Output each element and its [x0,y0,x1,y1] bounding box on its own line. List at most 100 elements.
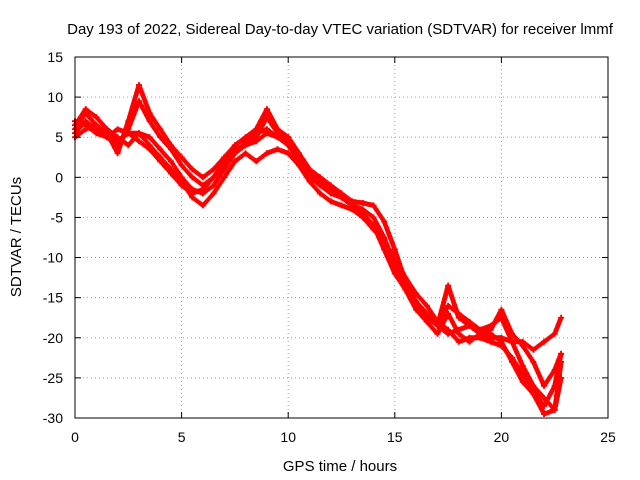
data-point [135,98,142,105]
data-point [359,200,366,207]
data-point [530,358,537,365]
y-tick-label: -30 [43,410,63,426]
data-point [178,162,185,169]
data-point [199,174,206,181]
data-point [558,374,565,381]
data-point [242,150,249,157]
data-point [221,166,228,173]
y-tick-label: -10 [43,250,63,266]
data-point [423,302,430,309]
data-point [135,130,142,137]
data-point [189,166,196,173]
data-point [306,166,313,173]
data-point [114,134,121,141]
data-point [135,82,142,89]
data-point [167,158,174,165]
data-point [103,130,110,137]
data-point [530,390,537,397]
data-point [285,150,292,157]
data-point [519,342,526,349]
data-point [189,174,196,181]
data-point [402,286,409,293]
y-axis-label: SDTVAR / TECUs [8,177,25,297]
data-point [178,174,185,181]
data-point [455,330,462,337]
data-point [391,266,398,273]
data-point [509,358,516,365]
data-point [263,150,270,157]
data-point [93,114,100,121]
data-point [498,338,505,345]
data-point [82,118,89,125]
data-point [455,314,462,321]
data-point [146,142,153,149]
data-point [338,202,345,209]
data-point [146,134,153,141]
data-point [519,378,526,385]
data-point [558,350,565,357]
y-tick-label: 5 [55,129,63,145]
data-point [349,202,356,209]
data-point [530,346,537,353]
y-tick-label: -25 [43,370,63,386]
data-point [381,218,388,225]
data-point [114,150,121,157]
y-tick-label: -5 [51,209,64,225]
x-tick-label: 25 [600,429,616,445]
data-point [167,166,174,173]
data-point [274,146,281,153]
data-point [434,330,441,337]
data-point [157,154,164,161]
data-point [558,314,565,321]
data-point [498,306,505,313]
data-point [221,174,228,181]
data-point [541,382,548,389]
data-point [317,178,324,185]
data-point [509,338,516,345]
data-point [413,306,420,313]
y-tick-label: 0 [55,169,63,185]
data-point [210,182,217,189]
data-point [285,134,292,141]
data-point [263,126,270,133]
data-point [146,110,153,117]
data-point [551,366,558,373]
data-point [231,142,238,149]
data-point [466,338,473,345]
data-point [242,142,249,149]
data-point [199,190,206,197]
data-point [295,150,302,157]
x-tick-label: 10 [280,429,296,445]
data-point [466,322,473,329]
data-point [413,290,420,297]
y-tick-label: -20 [43,330,63,346]
data-point [157,134,164,141]
data-point [530,382,537,389]
data-point [199,182,206,189]
plot-frame [74,56,609,419]
data-point [445,302,452,309]
data-point [125,118,132,125]
data-point [189,186,196,193]
data-point [327,198,334,205]
data-point [253,126,260,133]
data-point [93,126,100,133]
axis-ticks: 0 5 10 15 20 25 -30 -25 -20 -15 -10 -5 0 5 10 15 [43,49,616,445]
data-point [82,126,89,133]
data-point [445,326,452,333]
data-point [381,242,388,249]
data-point [157,146,164,153]
data-point [253,158,260,165]
x-tick-label: 5 [178,429,186,445]
data-point [242,134,249,141]
data-point [157,126,164,133]
data-point [541,338,548,345]
chart-title: Day 193 of 2022, Sidereal Day-to-day VTE… [67,21,614,38]
x-axis-label: GPS time / hours [283,458,397,475]
data-point [210,174,217,181]
data-point [231,158,238,165]
x-tick-label: 0 [71,429,79,445]
data-point [167,142,174,149]
data-point [178,154,185,161]
data-point [509,330,516,337]
